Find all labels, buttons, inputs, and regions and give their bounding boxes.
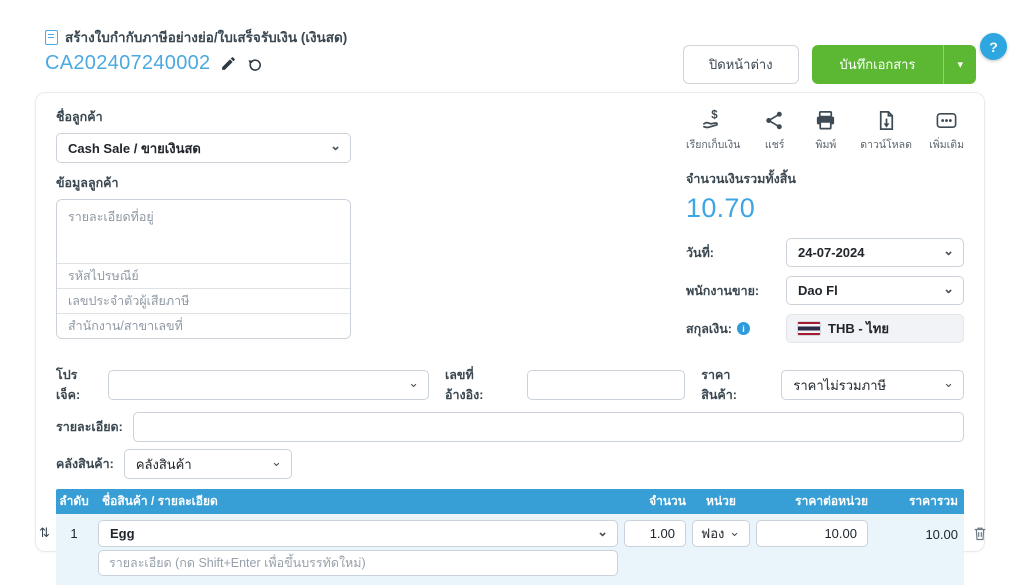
- row-index: 1: [70, 526, 78, 541]
- customer-address-textarea[interactable]: [57, 200, 350, 258]
- svg-text:$: $: [711, 110, 718, 122]
- price-type-label: ราคาสินค้า:: [701, 368, 737, 402]
- save-document-button[interactable]: บันทึกเอกสาร ▾: [811, 45, 976, 84]
- close-window-button[interactable]: ปิดหน้าต่าง: [683, 45, 799, 84]
- unit-value: ฟอง: [701, 526, 725, 541]
- project-label: โปรเจ็ค:: [56, 368, 81, 402]
- unit-select[interactable]: ฟอง ⌄: [692, 520, 750, 547]
- col-header-product: ชื่อสินค้า / รายละเอียด: [102, 494, 218, 508]
- history-icon[interactable]: [247, 55, 264, 72]
- download-pdf-icon: [879, 111, 893, 130]
- collect-payment-action[interactable]: $ เรียกเก็บเงิน: [686, 109, 740, 153]
- quantity-input[interactable]: [624, 520, 686, 547]
- warehouse-value: คลังสินค้า: [135, 456, 192, 472]
- salesperson-value: Dao Fl: [798, 283, 838, 298]
- salesperson-select[interactable]: Dao Fl ⌄: [786, 276, 964, 305]
- product-value: Egg: [110, 526, 135, 541]
- document-form-card: ชื่อลูกค้า Cash Sale / ขายเงินสด ⌄ ข้อมู…: [35, 92, 986, 585]
- more-icon: [936, 112, 957, 129]
- date-select[interactable]: 24-07-2024 ⌄: [786, 238, 964, 267]
- chevron-down-icon: ⌄: [270, 454, 282, 470]
- action-label: แชร์: [764, 139, 785, 151]
- action-label: พิมพ์: [815, 139, 837, 151]
- reference-input[interactable]: [527, 370, 686, 400]
- currency-field: THB - ไทย: [786, 314, 964, 343]
- currency-value: THB - ไทย: [828, 321, 889, 336]
- row-description-input[interactable]: [98, 550, 618, 576]
- print-icon: [817, 111, 835, 130]
- edit-pencil-icon[interactable]: [220, 55, 237, 72]
- col-header-unit-price: ราคาต่อหน่วย: [795, 494, 868, 508]
- info-icon[interactable]: i: [736, 322, 750, 335]
- currency-label: สกุลเงิน:: [686, 321, 732, 336]
- customer-info-label: ข้อมูลลูกค้า: [56, 176, 119, 190]
- branch-input[interactable]: [57, 313, 350, 338]
- customer-info-group: [56, 199, 351, 339]
- drag-handle-icon[interactable]: ⇅: [39, 525, 50, 540]
- share-action[interactable]: แชร์: [758, 109, 792, 153]
- date-label: วันที่:: [686, 245, 714, 260]
- description-input[interactable]: [132, 412, 964, 442]
- price-type-select[interactable]: ราคาไม่รวมภาษี ⌄: [781, 370, 964, 400]
- description-label: รายละเอียด:: [56, 420, 123, 434]
- warehouse-select[interactable]: คลังสินค้า ⌄: [123, 449, 292, 479]
- help-button[interactable]: ?: [980, 33, 1007, 60]
- warehouse-label: คลังสินค้า:: [56, 457, 114, 471]
- action-label: เพิ่มเติม: [929, 139, 964, 151]
- document-icon: [45, 29, 58, 45]
- download-action[interactable]: ดาวน์โหลด: [860, 109, 912, 153]
- share-icon: [766, 111, 782, 130]
- chevron-down-icon: ⌄: [729, 523, 740, 539]
- project-select[interactable]: ⌄: [108, 370, 429, 400]
- items-table-header: ลำดับ ชื่อสินค้า / รายละเอียด จำนวน หน่ว…: [56, 489, 964, 514]
- grand-total-value: 10.70: [686, 193, 756, 223]
- table-row: ⇅ 1 Egg ⌄ ฟอง ⌄ 10.00: [39, 514, 986, 585]
- chevron-down-icon: ⌄: [943, 242, 954, 258]
- tax-id-input[interactable]: [57, 288, 350, 313]
- thailand-flag-icon: [797, 321, 821, 336]
- collect-money-icon: $: [702, 110, 718, 129]
- postcode-input[interactable]: [57, 263, 350, 288]
- save-options-caret[interactable]: ▾: [943, 45, 976, 84]
- chevron-down-icon: ⌄: [330, 138, 341, 154]
- reference-label: เลขที่อ้างอิง:: [445, 368, 484, 402]
- customer-name-label: ชื่อลูกค้า: [56, 110, 103, 124]
- col-header-unit: หน่วย: [706, 494, 736, 508]
- unit-price-input[interactable]: [756, 520, 868, 547]
- print-action[interactable]: พิมพ์: [809, 109, 843, 153]
- document-number: CA202407240002: [45, 52, 211, 74]
- more-action[interactable]: เพิ่มเติม: [929, 109, 964, 153]
- row-total: 10.00: [925, 527, 958, 542]
- product-select[interactable]: Egg ⌄: [98, 520, 618, 547]
- action-label: เรียกเก็บเงิน: [686, 139, 741, 151]
- salesperson-label: พนักงานขาย:: [686, 283, 760, 298]
- chevron-down-icon: ⌄: [408, 375, 419, 391]
- customer-select-value: Cash Sale / ขายเงินสด: [68, 140, 201, 156]
- page-title: สร้างใบกำกับภาษีอย่างย่อ/ใบเสร็จรับเงิน …: [65, 30, 348, 45]
- chevron-down-icon: ⌄: [943, 280, 954, 296]
- customer-select[interactable]: Cash Sale / ขายเงินสด ⌄: [56, 133, 351, 163]
- action-label: ดาวน์โหลด: [860, 139, 912, 151]
- col-header-index: ลำดับ: [59, 494, 89, 508]
- chevron-down-icon: ⌄: [943, 375, 954, 391]
- col-header-total: ราคารวม: [908, 494, 958, 508]
- chevron-down-icon: ⌄: [597, 523, 608, 539]
- col-header-quantity: จำนวน: [649, 494, 686, 508]
- save-document-label[interactable]: บันทึกเอกสาร: [839, 57, 916, 72]
- price-type-value: ราคาไม่รวมภาษี: [793, 377, 887, 393]
- date-value: 24-07-2024: [798, 245, 865, 260]
- items-table: ลำดับ ชื่อสินค้า / รายละเอียด จำนวน หน่ว…: [39, 489, 986, 585]
- grand-total-label: จำนวนเงินรวมทั้งสิ้น: [686, 172, 796, 186]
- trash-icon[interactable]: [972, 525, 988, 542]
